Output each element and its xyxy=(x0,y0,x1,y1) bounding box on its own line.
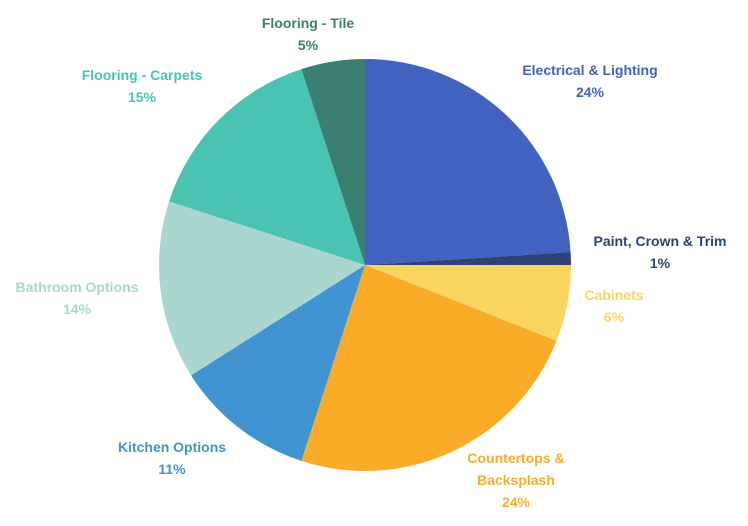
pie-slice-bathroom-options xyxy=(158,201,365,376)
pie-slice-flooring-tile xyxy=(301,59,365,265)
pie-slice-paint-crown-trim xyxy=(365,252,571,265)
label-countertops-backsplash-line-1: Countertops & xyxy=(467,450,564,466)
value-label-kitchen-options: 11% xyxy=(158,461,186,477)
label-kitchen-options: Kitchen Options xyxy=(118,439,226,455)
pie-slice-countertops-backsplash xyxy=(301,265,557,472)
label-flooring-carpets: Flooring - Carpets xyxy=(82,67,203,83)
label-bathroom-options: Bathroom Options xyxy=(16,279,139,295)
pie-slices xyxy=(158,59,571,472)
pie-slice-electrical-lighting xyxy=(365,59,571,265)
value-label-bathroom-options: 14% xyxy=(63,301,92,317)
label-paint-crown-trim: Paint, Crown & Trim xyxy=(593,233,726,249)
value-label-cabinets: 6% xyxy=(604,309,625,325)
label-electrical-lighting: Electrical & Lighting xyxy=(522,62,657,78)
value-label-electrical-lighting: 24% xyxy=(576,84,605,100)
value-label-flooring-carpets: 15% xyxy=(128,89,157,105)
value-label-flooring-tile: 5% xyxy=(298,37,319,53)
label-cabinets: Cabinets xyxy=(584,287,643,303)
pie-slice-cabinets xyxy=(365,265,571,341)
label-flooring-tile: Flooring - Tile xyxy=(262,15,355,31)
pie-labels: Electrical & Lighting 24% Paint, Crown & T… xyxy=(16,15,727,510)
pie-slice-flooring-carpets xyxy=(169,69,365,265)
label-countertops-backsplash-line-2: Backsplash xyxy=(477,472,555,488)
value-label-paint-crown-trim: 1% xyxy=(650,255,671,271)
pie-slice-kitchen-options xyxy=(191,265,365,461)
value-label-countertops-backsplash: 24% xyxy=(502,494,531,510)
